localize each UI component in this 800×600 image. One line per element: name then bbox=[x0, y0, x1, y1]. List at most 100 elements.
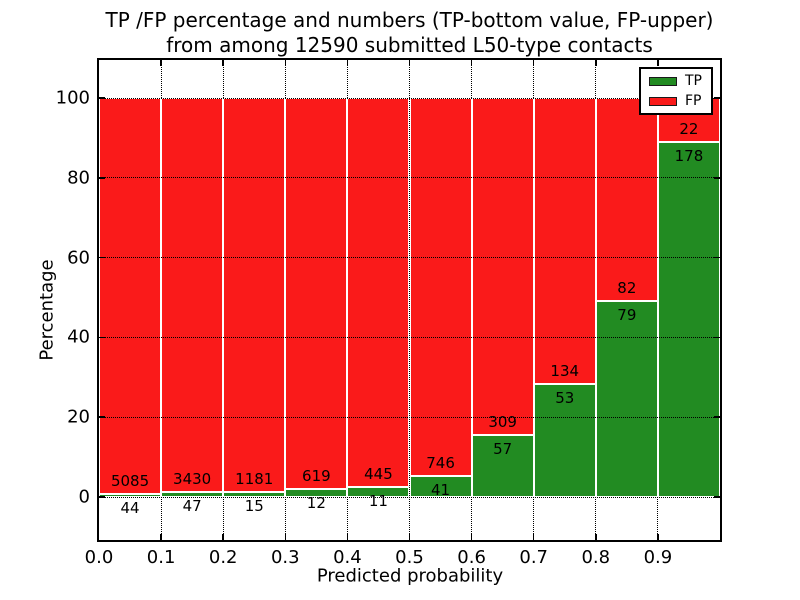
x-tick-label: 0.3 bbox=[270, 547, 300, 568]
bar-segment-tp bbox=[471, 434, 534, 497]
x-tick-label: 0.7 bbox=[519, 547, 549, 568]
bar-segment-tp bbox=[161, 491, 224, 497]
bar-segment-fp bbox=[533, 98, 596, 384]
tp-count-label: 11 bbox=[368, 492, 388, 511]
chart-title-line1: TP /FP percentage and numbers (TP-bottom… bbox=[105, 8, 714, 32]
tp-count-label: 47 bbox=[182, 496, 202, 515]
bar-segment-tp bbox=[657, 141, 720, 497]
tp-swatch-icon bbox=[649, 76, 677, 86]
x-tick bbox=[657, 534, 659, 540]
x-tick bbox=[532, 534, 535, 540]
bar-segment-tp bbox=[533, 383, 596, 497]
x-tick bbox=[222, 60, 224, 66]
x-tick-label: 0.0 bbox=[84, 547, 114, 568]
horizontal-gridline bbox=[99, 257, 720, 259]
y-tick bbox=[714, 336, 720, 339]
x-tick bbox=[284, 534, 287, 540]
legend-entry-tp: TP bbox=[649, 74, 702, 88]
y-tick bbox=[99, 256, 105, 259]
x-tick-label: 0.5 bbox=[395, 547, 424, 568]
x-tick-label: 0.6 bbox=[457, 547, 486, 568]
y-tick bbox=[714, 416, 720, 418]
fp-count-label: 22 bbox=[679, 119, 699, 138]
tp-count-label: 44 bbox=[120, 498, 140, 517]
x-tick-label: 0.1 bbox=[146, 547, 176, 568]
y-tick bbox=[99, 336, 105, 339]
bar-segment-fp bbox=[347, 98, 410, 488]
y-tick bbox=[714, 97, 720, 99]
y-tick-label: 60 bbox=[67, 247, 90, 269]
tp-count-label: 15 bbox=[244, 496, 264, 515]
x-tick-label: 0.8 bbox=[581, 547, 611, 568]
fp-count-label: 746 bbox=[426, 454, 455, 473]
bar-segment-fp bbox=[595, 98, 658, 302]
y-tick bbox=[714, 256, 720, 259]
x-tick-label: 0.9 bbox=[643, 547, 673, 568]
fp-count-label: 3430 bbox=[173, 469, 212, 488]
fp-count-label: 134 bbox=[550, 361, 580, 380]
bar-segment-tp bbox=[409, 476, 472, 497]
tp-count-label: 41 bbox=[431, 481, 451, 500]
tp-count-label: 53 bbox=[555, 388, 575, 407]
x-tick bbox=[408, 534, 411, 540]
y-tick bbox=[99, 496, 105, 498]
bar-segment-tp bbox=[99, 493, 162, 497]
x-tick bbox=[595, 534, 597, 540]
legend: TP FP bbox=[639, 67, 713, 115]
fp-count-label: 1181 bbox=[235, 469, 274, 488]
x-tick-label: 0.2 bbox=[208, 547, 238, 568]
x-tick bbox=[160, 60, 162, 66]
horizontal-gridline bbox=[99, 416, 720, 418]
horizontal-gridline bbox=[99, 97, 720, 99]
y-tick bbox=[99, 97, 105, 99]
horizontal-gridline bbox=[99, 336, 720, 338]
y-tick-label: 20 bbox=[67, 406, 90, 428]
y-tick-label: 80 bbox=[67, 167, 90, 189]
y-axis-label: Percentage bbox=[36, 259, 58, 361]
x-tick bbox=[346, 60, 349, 66]
y-tick-label: 100 bbox=[55, 87, 90, 109]
x-tick-label: 0.4 bbox=[333, 547, 362, 568]
x-tick bbox=[408, 60, 411, 66]
y-tick bbox=[714, 177, 720, 179]
x-tick bbox=[160, 534, 162, 540]
tp-count-label: 178 bbox=[674, 146, 704, 165]
x-tick bbox=[470, 534, 473, 540]
x-tick bbox=[532, 60, 535, 66]
y-tick-label: 0 bbox=[78, 486, 90, 508]
fp-count-label: 5085 bbox=[110, 471, 150, 490]
x-tick bbox=[346, 534, 349, 540]
x-tick bbox=[657, 60, 659, 66]
x-tick bbox=[470, 60, 473, 66]
tp-count-label: 79 bbox=[617, 306, 637, 325]
horizontal-gridline bbox=[99, 496, 720, 498]
y-tick bbox=[714, 496, 720, 498]
bar-segment-fp bbox=[161, 98, 224, 492]
bar-segment-tp bbox=[223, 491, 286, 497]
plot-area: TP FP 5085 44 3430 47 1181 15 619 12 445 11 746 41 3… bbox=[97, 58, 722, 542]
fp-count-label: 309 bbox=[488, 412, 517, 431]
y-tick bbox=[99, 177, 105, 179]
bar-segment-fp bbox=[471, 98, 534, 435]
y-tick-label: 40 bbox=[67, 326, 90, 348]
legend-entry-fp: FP bbox=[649, 94, 702, 108]
y-tick bbox=[99, 416, 105, 418]
x-tick bbox=[595, 60, 597, 66]
bar-segment-fp bbox=[285, 98, 348, 490]
tp-count-label: 57 bbox=[493, 439, 513, 458]
bar-segment-fp bbox=[223, 98, 286, 492]
fp-swatch-icon bbox=[649, 96, 677, 106]
legend-label-tp: TP bbox=[685, 73, 702, 89]
legend-label-fp: FP bbox=[685, 93, 702, 109]
fp-count-label: 82 bbox=[617, 279, 637, 298]
chart-title: TP /FP percentage and numbers (TP-bottom… bbox=[99, 8, 720, 58]
tp-count-label: 12 bbox=[306, 494, 326, 513]
bar-segment-fp bbox=[99, 98, 162, 494]
x-axis-label: Predicted probability bbox=[316, 565, 504, 587]
fp-count-label: 445 bbox=[364, 465, 393, 484]
x-tick bbox=[222, 534, 224, 540]
bar-segment-tp bbox=[595, 301, 658, 497]
horizontal-gridline bbox=[99, 177, 720, 179]
bar-segment-fp bbox=[409, 98, 472, 477]
fp-count-label: 619 bbox=[302, 467, 331, 486]
